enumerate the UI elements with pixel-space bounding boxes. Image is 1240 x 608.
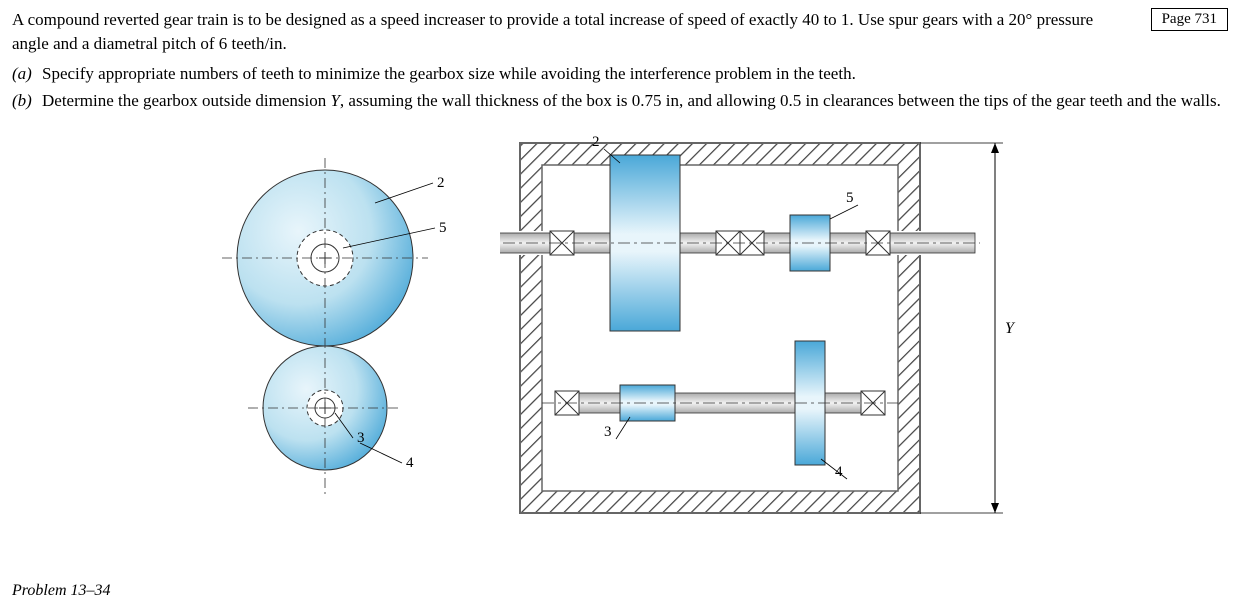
page-badge: Page 731 xyxy=(1151,8,1228,31)
item-b-text: Determine the gearbox outside dimension … xyxy=(42,89,1228,113)
svg-text:5: 5 xyxy=(846,190,854,206)
svg-text:2: 2 xyxy=(592,134,600,150)
svg-text:2: 2 xyxy=(437,175,445,191)
svg-text:3: 3 xyxy=(604,424,612,440)
svg-text:4: 4 xyxy=(406,455,414,471)
item-a-label: (a) xyxy=(12,62,42,86)
problem-intro: A compound reverted gear train is to be … xyxy=(12,8,1228,56)
item-a: (a) Specify appropriate numbers of teeth… xyxy=(12,62,1228,86)
svg-text:5: 5 xyxy=(439,220,447,236)
gear-end-view: 2534 xyxy=(210,158,460,498)
item-b-label: (b) xyxy=(12,89,42,113)
problem-label: Problem 13–34 xyxy=(12,582,111,600)
gear-side-view: 2 5 3 4 Y xyxy=(500,123,1030,533)
svg-text:Y: Y xyxy=(1005,320,1016,337)
item-b: (b) Determine the gearbox outside dimens… xyxy=(12,89,1228,113)
svg-text:4: 4 xyxy=(835,464,843,480)
item-a-text: Specify appropriate numbers of teeth to … xyxy=(42,62,1228,86)
figure-area: 2 5 3 4 2 5 3 4 Y xyxy=(12,123,1228,533)
